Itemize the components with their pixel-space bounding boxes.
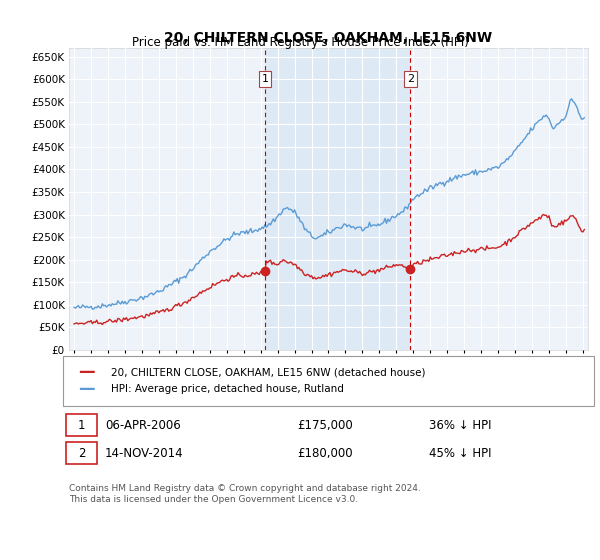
Text: 36% ↓ HPI: 36% ↓ HPI [429, 418, 491, 432]
Text: £175,000: £175,000 [297, 418, 353, 432]
Text: 06-APR-2006: 06-APR-2006 [105, 418, 181, 432]
Text: Contains HM Land Registry data © Crown copyright and database right 2024.
This d: Contains HM Land Registry data © Crown c… [69, 484, 421, 504]
Text: 20, CHILTERN CLOSE, OAKHAM, LE15 6NW (detached house): 20, CHILTERN CLOSE, OAKHAM, LE15 6NW (de… [111, 367, 425, 377]
Text: 1: 1 [78, 418, 85, 432]
Text: 2: 2 [407, 74, 414, 84]
Text: —: — [78, 380, 95, 398]
Bar [265, 48, 410, 350]
Text: HPI: Average price, detached house, Rutland: HPI: Average price, detached house, Rutl… [111, 384, 344, 394]
Text: Price paid vs. HM Land Registry's House Price Index (HPI): Price paid vs. HM Land Registry's House … [131, 36, 469, 49]
Text: —: — [78, 363, 95, 381]
Text: 1: 1 [262, 74, 268, 84]
Title: 20, CHILTERN CLOSE, OAKHAM, LE15 6NW: 20, CHILTERN CLOSE, OAKHAM, LE15 6NW [164, 31, 493, 45]
Text: 14-NOV-2014: 14-NOV-2014 [105, 446, 184, 460]
Text: 2: 2 [78, 446, 85, 460]
Text: £180,000: £180,000 [297, 446, 353, 460]
Text: 45% ↓ HPI: 45% ↓ HPI [429, 446, 491, 460]
